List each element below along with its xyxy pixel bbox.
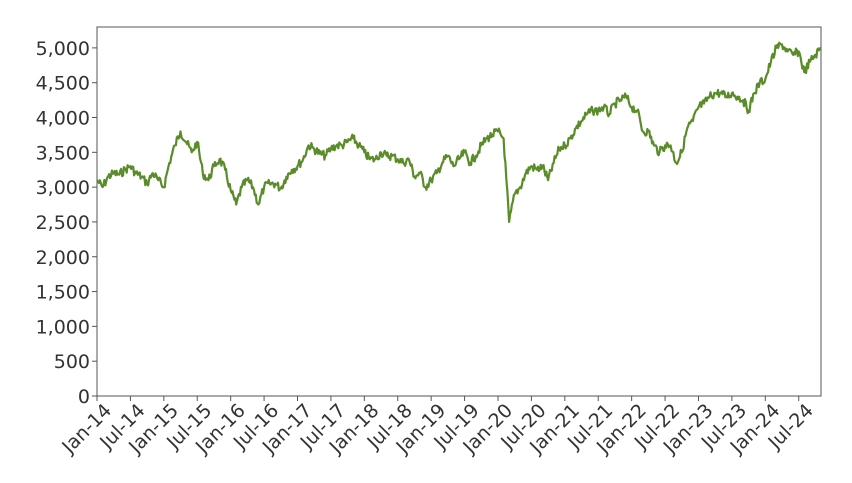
x-axis: Jan-14Jul-14Jan-15Jul-15Jan-16Jul-16Jan-… <box>57 396 818 459</box>
y-tick-label: 1,000 <box>36 316 90 338</box>
y-tick-label: 500 <box>54 351 90 373</box>
y-tick-label: 0 <box>78 386 90 408</box>
y-tick-label: 2,500 <box>36 212 90 234</box>
y-tick-label: 2,000 <box>36 247 90 269</box>
y-tick-label: 4,000 <box>36 108 90 130</box>
y-axis: 0 500 1,000 1,500 2,000 2,500 3,000 3,500 4,000 4… <box>36 38 97 408</box>
y-tick-label: 3,500 <box>36 142 90 164</box>
plot-area-frame <box>96 26 822 397</box>
y-tick-label: 1,500 <box>36 282 90 304</box>
y-tick-label: 4,500 <box>36 73 90 95</box>
y-tick-label: 3,000 <box>36 177 90 199</box>
y-tick-label: 5,000 <box>36 38 90 60</box>
series-line <box>96 41 822 223</box>
